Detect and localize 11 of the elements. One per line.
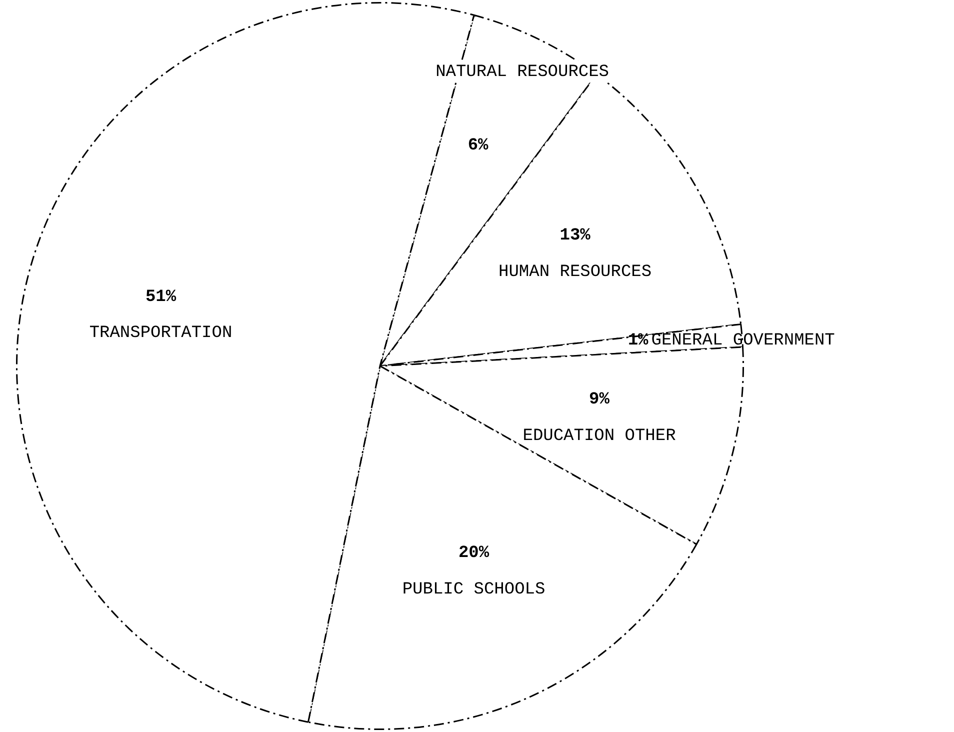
data-label: 51% [145, 288, 177, 307]
data-label: 6% [468, 136, 490, 156]
slice-label: PUBLIC SCHOOLS [402, 580, 546, 600]
slice-label: GENERAL GOVERNMENT [651, 332, 835, 351]
slice-label: HUMAN RESOURCES [498, 262, 652, 282]
slice-label: TRANSPORTATION [89, 324, 232, 344]
data-label: 9% [589, 390, 610, 410]
slice-label: EDUCATION OTHER [522, 426, 676, 446]
data-label: 13% [560, 226, 592, 246]
data-label: 20% [458, 544, 490, 564]
slice-label: NATURAL RESOURCES [436, 63, 610, 82]
